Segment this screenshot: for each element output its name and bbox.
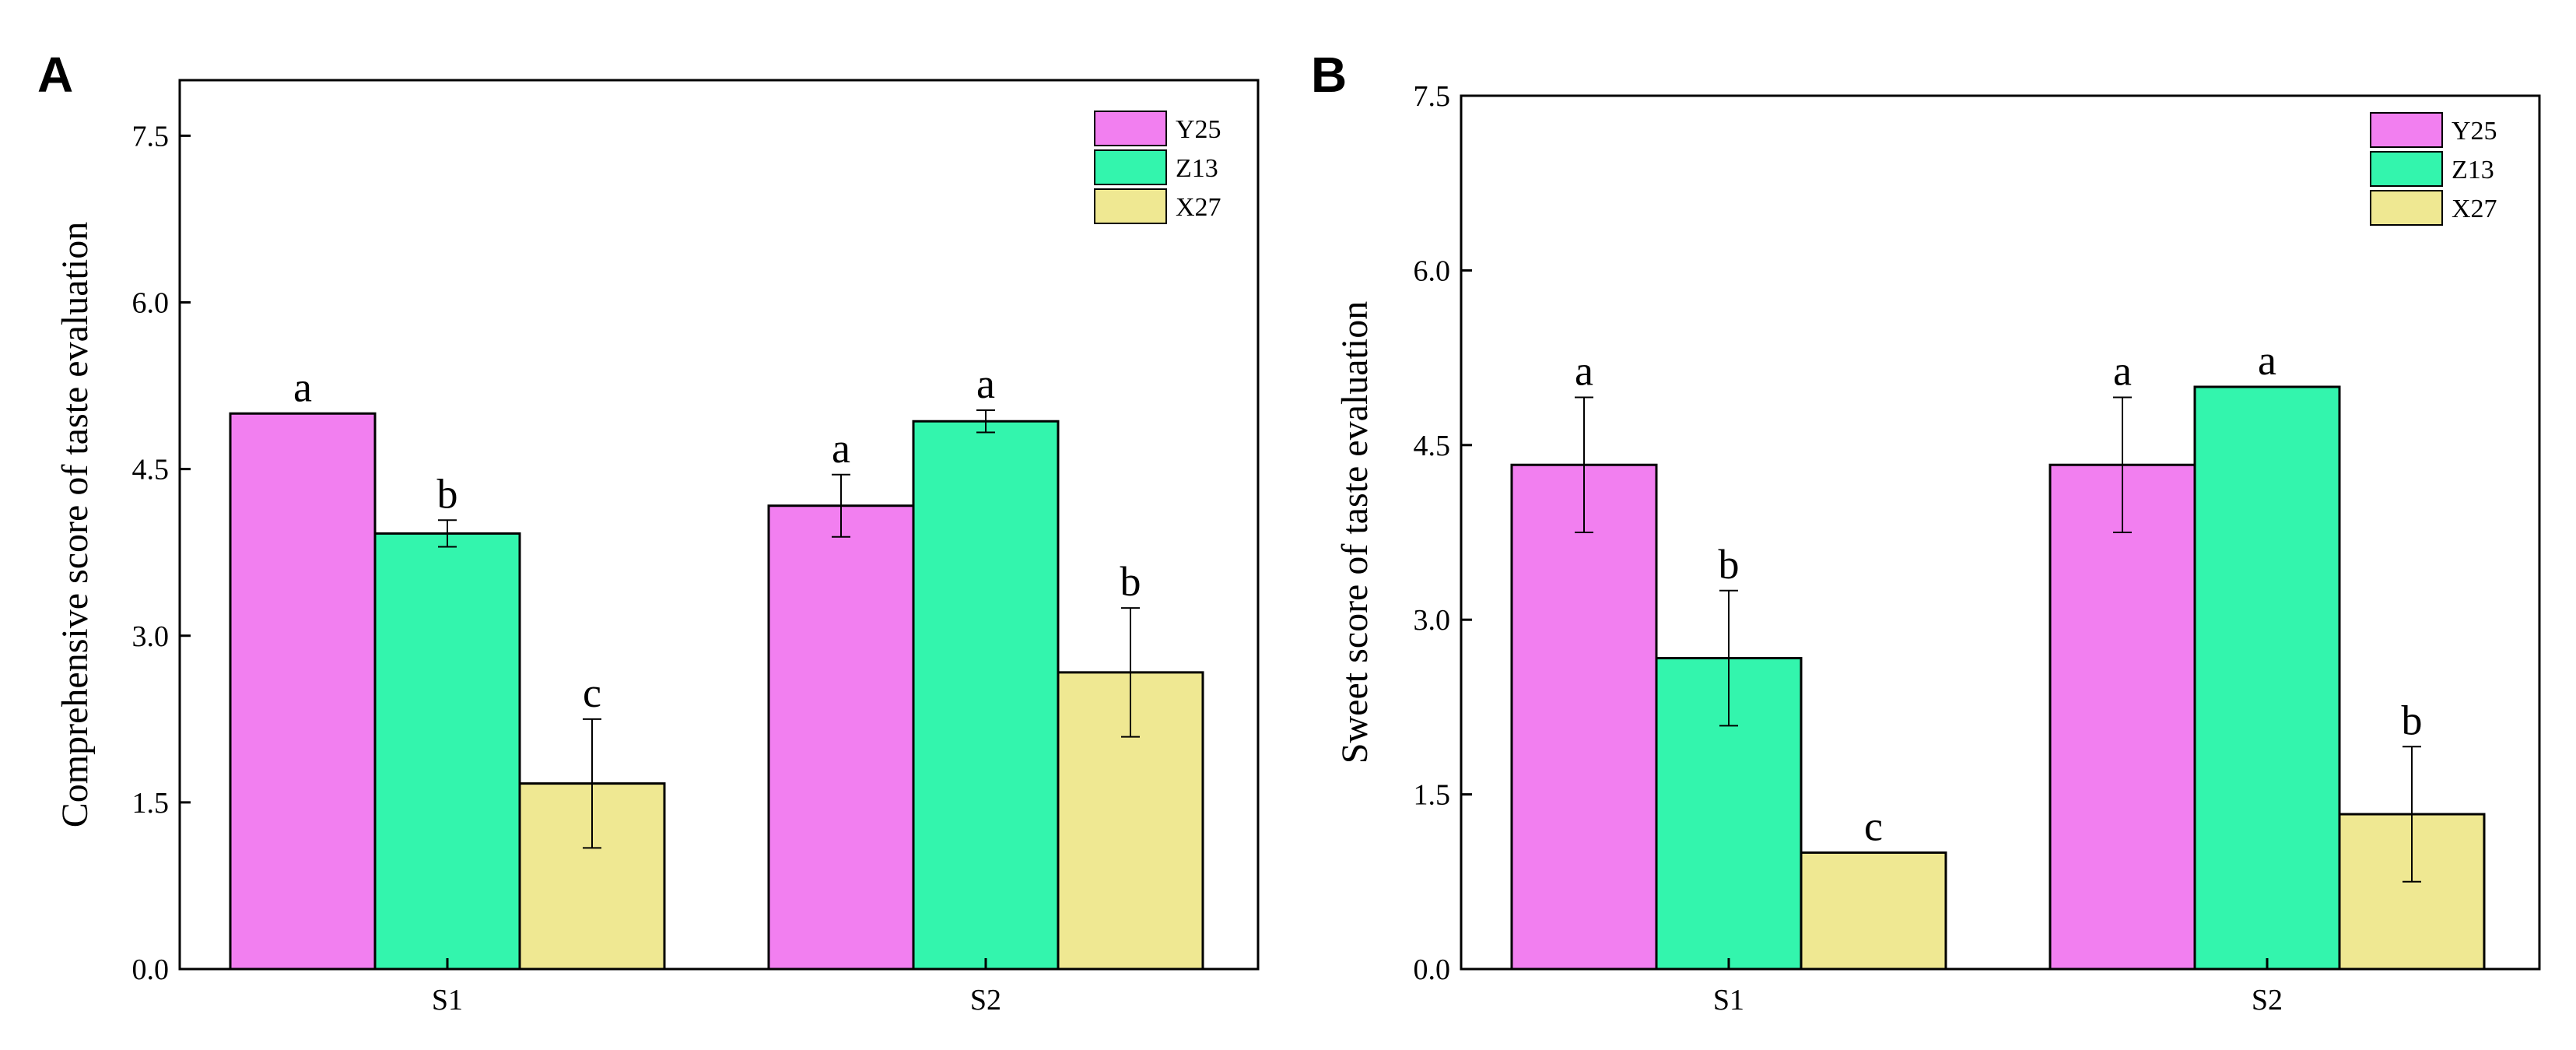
panel-b-letter: B [1311, 47, 1347, 103]
panel-a-error-bars [438, 409, 1140, 849]
y-tick-label: 1.5 [1414, 779, 1451, 812]
panel-a-bars [229, 412, 1204, 971]
legend-label: Z13 [1176, 154, 1218, 183]
significance-letter: b [1120, 558, 1141, 605]
x-category-label: S2 [2252, 984, 2283, 1017]
legend-label: Y25 [2452, 117, 2497, 146]
bar-z13-s2 [2193, 385, 2341, 971]
legend-label: X27 [1176, 193, 1221, 222]
error-bar [2113, 396, 2132, 533]
y-tick-label: 0.0 [132, 953, 170, 986]
panel-a-letter: A [37, 47, 73, 103]
panel-b-y-axis-title: Sweet score of taste evaluation [1334, 301, 1376, 764]
significance-letter: a [2258, 337, 2276, 384]
panel-a-y-axis-title: Comprehensive score of taste evaluation [54, 222, 96, 827]
error-bar [976, 409, 995, 434]
legend-swatch [1094, 111, 1167, 146]
significance-letter: b [437, 470, 458, 517]
panel-a-significance-letters: a b c a a b [293, 360, 1141, 716]
error-bar [438, 519, 457, 548]
legend-item-x27: X27 [2370, 190, 2497, 226]
y-tick-label: 6.0 [132, 287, 170, 320]
y-tick-label: 3.0 [132, 620, 170, 653]
significance-letter: b [1719, 541, 1740, 588]
x-category-label: S1 [1713, 984, 1744, 1017]
panel-a-chart: A Comprehensive score of taste evaluatio… [37, 47, 1260, 1017]
legend-item-y25: Y25 [2370, 112, 2497, 148]
legend-label: Y25 [1176, 115, 1221, 144]
panel-b-significance-letters: a b c a a b [1575, 337, 2422, 849]
significance-letter: b [2402, 697, 2423, 743]
bar-y25-s1 [229, 412, 377, 971]
y-tick-label: 4.5 [132, 454, 170, 486]
legend-swatch [2370, 151, 2443, 187]
significance-letter: a [1575, 347, 1593, 394]
panel-b-y-axis: 0.0 1.5 3.0 4.5 6.0 7.5 [1414, 80, 1472, 986]
error-bar [832, 473, 850, 538]
bar-z13-s2 [912, 420, 1060, 971]
x-category-label: S2 [970, 984, 1001, 1017]
error-bar [2403, 746, 2421, 883]
panel-a-x-axis: S1 S2 [432, 958, 1001, 1017]
y-tick-label: 7.5 [132, 120, 170, 153]
legend-swatch [1094, 188, 1167, 224]
y-tick-label: 7.5 [1414, 80, 1451, 113]
significance-letter: c [583, 669, 601, 716]
significance-letter: a [293, 363, 312, 410]
legend-label: Z13 [2452, 156, 2494, 184]
panel-a-y-axis: 0.0 1.5 3.0 4.5 6.0 7.5 [132, 120, 191, 986]
y-tick-label: 1.5 [132, 787, 170, 820]
error-bar [1121, 607, 1140, 738]
legend-swatch [1094, 149, 1167, 185]
bar-z13-s1 [373, 532, 521, 971]
significance-letter: c [1864, 802, 1883, 849]
panel-b-legend: Y25 Z13 X27 [2370, 112, 2497, 226]
panel-a-legend: Y25 Z13 X27 [1094, 111, 1221, 224]
bar-x27-s1 [1800, 851, 1947, 971]
significance-letter: a [832, 425, 850, 472]
panel-b-bars [1510, 385, 2486, 971]
y-tick-label: 0.0 [1414, 953, 1451, 986]
bar-y25-s2 [767, 504, 915, 971]
y-tick-label: 4.5 [1414, 430, 1451, 462]
error-bar [1719, 589, 1738, 727]
legend-item-x27: X27 [1094, 188, 1221, 224]
panel-b-x-axis: S1 S2 [1713, 958, 2283, 1017]
y-tick-label: 6.0 [1414, 255, 1451, 287]
legend-item-z13: Z13 [1094, 149, 1218, 185]
legend-label: X27 [2452, 195, 2497, 223]
panel-b-chart: B Sweet score of taste evaluation 0.0 1.5… [1311, 47, 2541, 1017]
bar-y25-s2 [2049, 463, 2196, 971]
y-tick-label: 3.0 [1414, 604, 1451, 637]
error-bar [583, 718, 601, 849]
x-category-label: S1 [432, 984, 463, 1017]
legend-item-y25: Y25 [1094, 111, 1221, 146]
error-bar [1575, 396, 1593, 533]
legend-swatch [2370, 112, 2443, 148]
significance-letter: a [2113, 347, 2132, 394]
legend-swatch [2370, 190, 2443, 226]
legend-item-z13: Z13 [2370, 151, 2494, 187]
panel-b-error-bars [1575, 396, 2421, 883]
bar-y25-s1 [1510, 463, 1658, 971]
significance-letter: a [976, 360, 995, 407]
